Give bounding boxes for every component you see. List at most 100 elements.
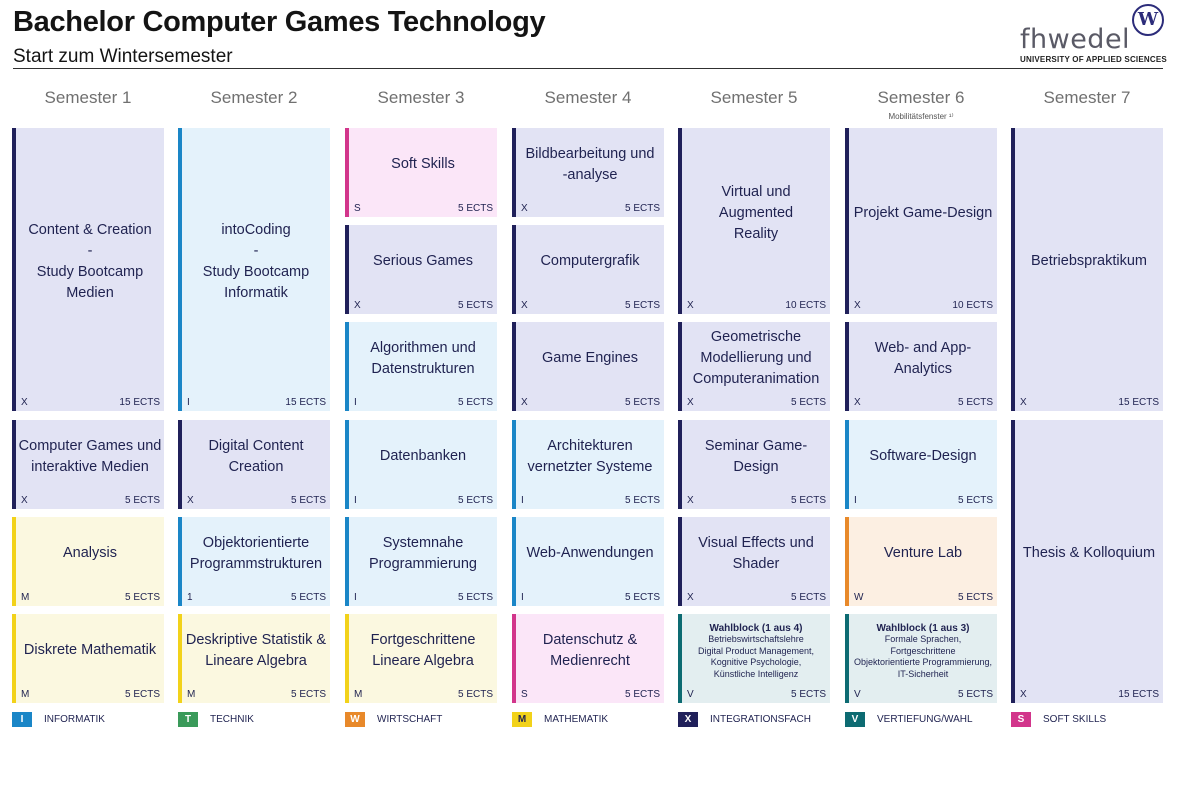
category-bar [845, 614, 849, 703]
module-ects: 5 ECTS [457, 495, 493, 506]
elective-title: Wahlblock (1 aus 3) [876, 622, 970, 634]
legend-swatch: X [678, 711, 698, 727]
module-name: Web-Anwendungen [526, 545, 654, 561]
module-card: Betriebspraktikum X 15 ECTS [1011, 128, 1163, 411]
module-name: Datenschutz & Medienrecht [542, 631, 638, 669]
module-category-code: X [521, 203, 528, 214]
module-name: Venture Lab [883, 545, 963, 561]
module-card: Virtual und Augmented Reality X 10 ECTS [678, 128, 830, 314]
module-card: Systemnahe Programmierung I 5 ECTS [345, 517, 497, 606]
legend-item-vertiefung-wahl: V VERTIEFUNG/WAHL [845, 711, 973, 727]
module-card: Game Engines X 5 ECTS [512, 322, 664, 411]
module-card: Bildbearbeitung und -analyse X 5 ECTS [512, 128, 664, 217]
module-ects: 5 ECTS [290, 689, 326, 700]
module-name: Geometrische Modellierung und Computeran… [692, 329, 820, 387]
module-name: Computer Games und interaktive Medien [18, 437, 162, 475]
module-ects: 5 ECTS [624, 495, 660, 506]
module-card: Seminar Game-Design X 5 ECTS [678, 420, 830, 509]
module-category-code: X [687, 592, 694, 603]
module-ects: 15 ECTS [119, 397, 160, 408]
module-ects: 5 ECTS [290, 592, 326, 603]
fh-wedel-logo: fhwedel W UNIVERSITY OF APPLIED SCIENCES [1020, 4, 1167, 66]
module-card: Architekturen vernetzter Systeme I 5 ECTS [512, 420, 664, 509]
category-bar [512, 420, 516, 509]
module-category-code: X [521, 397, 528, 408]
module-category-code: I [854, 495, 857, 506]
category-bar [178, 614, 182, 703]
module-ects: 5 ECTS [457, 203, 493, 214]
module-card: Datenbanken I 5 ECTS [345, 420, 497, 509]
legend-swatch: I [12, 711, 32, 727]
category-bar [678, 420, 682, 509]
module-card: Serious Games X 5 ECTS [345, 225, 497, 314]
module-ects: 5 ECTS [457, 592, 493, 603]
module-name: Virtual und Augmented Reality [718, 183, 794, 242]
module-ects: 5 ECTS [624, 203, 660, 214]
module-category-code: V [687, 689, 694, 700]
module-name: Computergrafik [540, 253, 640, 269]
legend-swatch: T [178, 711, 198, 727]
module-ects: 5 ECTS [124, 592, 160, 603]
module-card: Geometrische Modellierung und Computeran… [678, 322, 830, 411]
module-name: Betriebspraktikum [1030, 253, 1148, 269]
module-category-code: W [854, 592, 864, 603]
category-bar [1011, 128, 1015, 411]
legend-item-technik: T TECHNIK [178, 711, 254, 727]
elective-block: Wahlblock (1 aus 4) Betriebswirtschaftsle… [684, 616, 828, 687]
module-category-code: I [354, 495, 357, 506]
module-category-code: X [21, 495, 28, 506]
module-ects: 5 ECTS [624, 592, 660, 603]
module-ects: 5 ECTS [957, 495, 993, 506]
module-card: Wahlblock (1 aus 3) Formale Sprachen, For… [845, 614, 997, 703]
semester-header-3: Semester 3 [377, 88, 465, 107]
category-bar [345, 322, 349, 411]
category-bar [845, 517, 849, 606]
module-ects: 10 ECTS [952, 300, 993, 311]
category-bar [512, 517, 516, 606]
legend-label: INTEGRATIONSFACH [710, 713, 811, 725]
module-name: Objektorientierte Programmstrukturen [189, 534, 323, 572]
module-ects: 15 ECTS [285, 397, 326, 408]
module-ects: 5 ECTS [457, 689, 493, 700]
module-category-code: 1 [187, 592, 193, 603]
module-name: Bildbearbeitung und -analyse [525, 145, 655, 183]
category-bar [345, 420, 349, 509]
legend-label: SOFT SKILLS [1043, 713, 1107, 725]
module-name: Datenbanken [379, 448, 467, 464]
module-card: Content & Creation - Study Bootcamp Medi… [12, 128, 164, 411]
category-bar [178, 128, 182, 411]
module-category-code: I [187, 397, 190, 408]
module-card: Visual Effects und Shader X 5 ECTS [678, 517, 830, 606]
semester-header-6: Semester 6 [877, 88, 965, 107]
module-category-code: X [687, 300, 694, 311]
module-card: Objektorientierte Programmstrukturen 1 5 E… [178, 517, 330, 606]
module-category-code: X [1020, 689, 1027, 700]
module-ects: 5 ECTS [624, 689, 660, 700]
module-card: Thesis & Kolloquium X 15 ECTS [1011, 420, 1163, 703]
page-title: Bachelor Computer Games Technology [13, 6, 546, 38]
module-name: Thesis & Kolloquium [1022, 545, 1156, 561]
module-card: Algorithmen und Datenstrukturen I 5 ECTS [345, 322, 497, 411]
legend-item-wirtschaft: W WIRTSCHAFT [345, 711, 442, 727]
module-category-code: X [1020, 397, 1027, 408]
semester-header-5: Semester 5 [710, 88, 798, 107]
elective-options: Betriebswirtschaftslehre Digital Product… [697, 634, 815, 679]
legend-item-integrationsfach: X INTEGRATIONSFACH [678, 711, 811, 727]
module-category-code: X [187, 495, 194, 506]
module-name: Seminar Game-Design [704, 437, 808, 475]
module-ects: 5 ECTS [790, 689, 826, 700]
module-card: Analysis M 5 ECTS [12, 517, 164, 606]
module-ects: 5 ECTS [457, 300, 493, 311]
category-bar [345, 225, 349, 314]
category-bar [678, 322, 682, 411]
module-ects: 5 ECTS [624, 397, 660, 408]
category-bar [512, 614, 516, 703]
module-card: Wahlblock (1 aus 4) Betriebswirtschaftsle… [678, 614, 830, 703]
module-name: Serious Games [373, 253, 473, 269]
module-card: intoCoding - Study Bootcamp Informatik I 1… [178, 128, 330, 411]
category-bar [512, 322, 516, 411]
category-bar [178, 517, 182, 606]
legend-item-mathematik: M MATHEMATIK [512, 711, 608, 727]
module-category-code: S [354, 203, 361, 214]
legend-item-informatik: I INFORMATIK [12, 711, 105, 727]
